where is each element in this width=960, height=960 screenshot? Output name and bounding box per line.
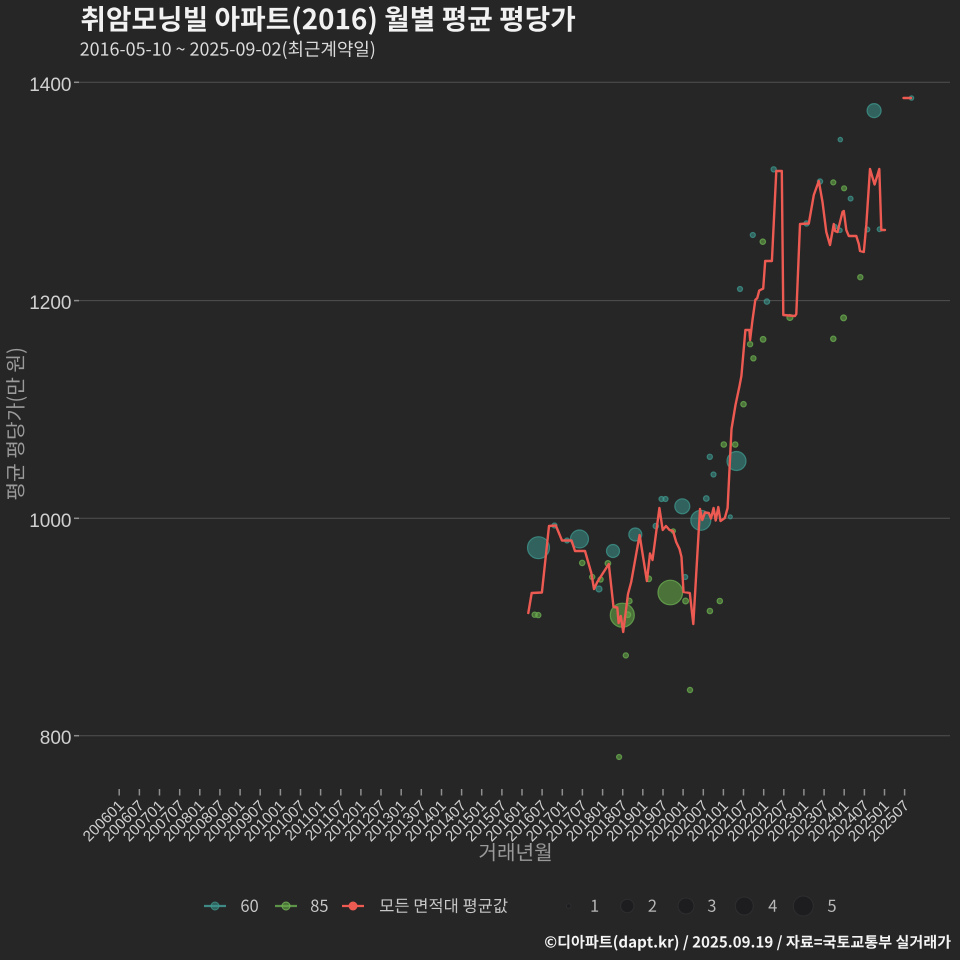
- svg-text:800: 800: [40, 728, 72, 749]
- svg-text:1200: 1200: [29, 293, 71, 314]
- svg-text:1000: 1000: [29, 511, 71, 532]
- svg-text:1400: 1400: [29, 75, 71, 96]
